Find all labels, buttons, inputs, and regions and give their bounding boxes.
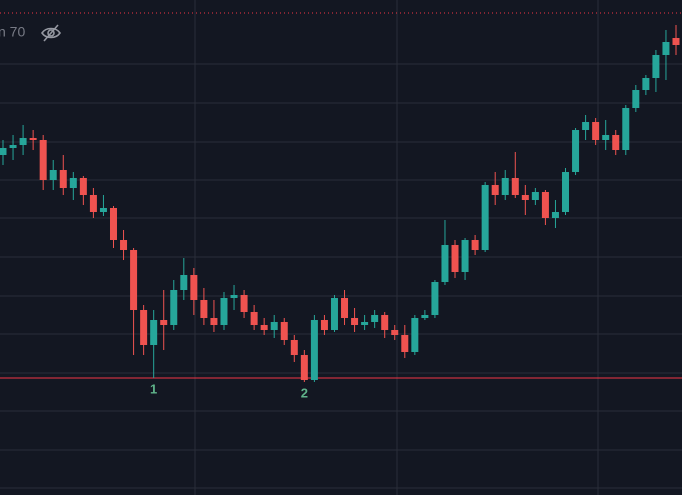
candle-body — [79, 178, 87, 195]
candle-body — [230, 295, 238, 298]
candle-body — [180, 275, 188, 290]
candle-body — [421, 315, 429, 318]
candle-body — [441, 245, 449, 282]
candle-body — [220, 298, 228, 325]
candle-body — [562, 172, 570, 212]
candle-body — [602, 135, 610, 140]
candle-body — [521, 195, 529, 200]
candle-body — [622, 108, 630, 150]
candle-body — [401, 335, 409, 352]
candle-body — [69, 178, 77, 188]
candle-body — [481, 185, 489, 250]
candle-body — [632, 90, 640, 108]
candle-body — [330, 298, 338, 330]
candle-body — [49, 170, 57, 180]
candle-body — [19, 138, 27, 145]
price-lines — [0, 12, 682, 379]
candle-body — [210, 318, 218, 325]
candle-body — [300, 355, 308, 380]
candle-body — [280, 322, 288, 340]
candle-body — [250, 312, 258, 325]
candle-body — [99, 208, 107, 212]
candle-body — [381, 315, 389, 330]
candle-body — [642, 78, 650, 90]
candle-body — [270, 322, 278, 330]
candle-body — [612, 135, 620, 150]
candle-body — [451, 245, 459, 272]
candle-body — [170, 290, 178, 325]
candle-body — [29, 138, 37, 140]
candle-body — [130, 250, 138, 310]
annotation: 2 — [301, 385, 308, 400]
candle-body — [582, 122, 590, 130]
candle-body — [0, 148, 7, 155]
candle-body — [290, 340, 298, 355]
candle-body — [501, 178, 509, 195]
candle-body — [160, 320, 168, 325]
annotation: 1 — [150, 381, 157, 396]
candle-body — [310, 320, 318, 380]
candle-body — [351, 318, 359, 325]
hide-icon[interactable] — [41, 24, 61, 42]
candle-body — [9, 145, 17, 148]
candle-body — [240, 295, 248, 312]
label-bg — [0, 20, 66, 46]
candle-body — [551, 212, 559, 218]
candle-body — [471, 240, 479, 250]
candle-body — [371, 315, 379, 322]
candle-body — [320, 320, 328, 330]
candle-body — [200, 300, 208, 318]
candle-body — [461, 240, 469, 272]
candle-body — [120, 240, 128, 250]
candle-body — [672, 38, 680, 45]
candles — [0, 25, 680, 382]
candle-body — [361, 322, 369, 325]
candle-body — [652, 55, 660, 78]
candle-body — [190, 275, 198, 300]
candle-body — [260, 325, 268, 330]
candle-body — [541, 192, 549, 218]
candle-body — [150, 320, 158, 345]
candle-body — [140, 310, 148, 345]
candle-body — [391, 330, 399, 335]
candle-body — [662, 42, 670, 55]
candle-body — [39, 140, 47, 180]
candle-body — [491, 185, 499, 195]
indicator-label: n 70 — [0, 24, 25, 40]
candle-body — [341, 298, 349, 318]
candle-body — [572, 130, 580, 172]
candle-body — [531, 192, 539, 200]
candle-body — [511, 178, 519, 195]
candle-body — [89, 195, 97, 212]
candle-body — [592, 122, 600, 140]
candle-body — [431, 282, 439, 315]
candle-body — [59, 170, 67, 188]
candle-body — [109, 208, 117, 240]
candle-body — [411, 318, 419, 352]
